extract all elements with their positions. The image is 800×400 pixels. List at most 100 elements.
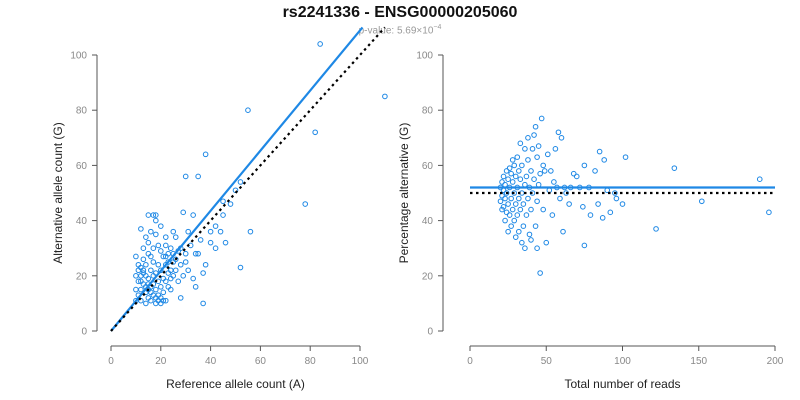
data-point (517, 140, 524, 147)
data-point (523, 173, 530, 180)
x-tick-label: 200 (767, 356, 784, 367)
data-point (522, 245, 528, 251)
data-point (546, 187, 553, 194)
data-point (140, 245, 147, 251)
data-point (500, 204, 507, 210)
data-point (535, 181, 542, 188)
data-point (153, 231, 159, 238)
data-point (506, 212, 513, 218)
data-point (511, 217, 518, 224)
data-point (158, 248, 164, 254)
data-point (503, 209, 510, 216)
data-point (540, 162, 547, 169)
data-point (766, 209, 772, 216)
data-point (555, 129, 562, 136)
data-point (525, 195, 531, 202)
data-point (202, 261, 209, 268)
data-point (227, 201, 234, 207)
data-point (177, 295, 184, 301)
data-point (172, 234, 179, 240)
data-point (185, 267, 191, 274)
data-point (499, 206, 505, 213)
data-point (162, 297, 169, 304)
x-tick-label: 60 (255, 356, 267, 367)
data-point (511, 190, 518, 196)
data-point (185, 228, 191, 235)
data-point (511, 162, 518, 169)
data-point (497, 198, 504, 205)
data-point (200, 300, 206, 307)
data-point (516, 168, 522, 174)
y-tick-label: 0 (427, 327, 433, 338)
data-point (535, 143, 542, 149)
data-point (160, 289, 167, 296)
y-tick-label: 60 (76, 161, 88, 172)
data-point (190, 212, 196, 218)
data-point (508, 195, 514, 202)
data-point (534, 154, 540, 160)
data-point (170, 228, 177, 235)
x-tick-label: 40 (205, 356, 217, 367)
data-point (382, 93, 388, 100)
p-value-exponent: −4 (433, 24, 442, 31)
data-point (195, 250, 201, 257)
data-point (538, 115, 545, 122)
chart-panel-1: 0 20 40 60 80 100 0 20 40 60 80 100 Reference allele… (51, 26, 388, 391)
data-point (317, 41, 323, 47)
data-point (508, 170, 514, 177)
data-point (528, 237, 534, 243)
data-point (212, 245, 219, 251)
data-point (570, 170, 577, 177)
data-point (502, 195, 508, 202)
data-point (143, 234, 149, 240)
x-tick-label: 150 (690, 356, 707, 367)
data-point (160, 253, 167, 260)
data-point (552, 146, 559, 152)
data-point (619, 201, 626, 207)
data-point (566, 201, 572, 207)
data-point (509, 157, 516, 163)
x-tick-label: 100 (352, 356, 369, 367)
data-point (138, 226, 144, 232)
data-point (155, 261, 162, 268)
data-point (520, 201, 527, 207)
data-point (207, 228, 214, 235)
data-point (549, 212, 556, 218)
data-point (532, 123, 539, 130)
data-point (162, 234, 169, 240)
data-point (162, 278, 169, 285)
data-point (557, 195, 563, 202)
data-point (195, 173, 201, 180)
data-point (601, 157, 608, 163)
data-point (534, 198, 540, 205)
data-point (592, 168, 598, 174)
data-point (532, 223, 539, 229)
data-point (506, 165, 513, 171)
data-point (162, 242, 169, 249)
data-point (607, 209, 614, 216)
data-point (153, 286, 159, 293)
data-point (500, 173, 507, 180)
p-value-text: p-value: 5.69×10 (358, 25, 434, 37)
x-tick-label: 100 (614, 356, 631, 367)
x-tick-label: 80 (305, 356, 317, 367)
data-point (505, 176, 511, 182)
data-point (544, 151, 551, 158)
data-point (516, 228, 522, 235)
data-point (516, 195, 522, 202)
chart-title: rs2241336 - ENSG00000205060 (282, 4, 518, 21)
data-point (580, 204, 586, 210)
data-point (177, 261, 184, 268)
data-point (245, 107, 251, 113)
data-point (756, 176, 763, 182)
x-axis-label: Total number of reads (564, 377, 680, 391)
data-point (512, 173, 519, 180)
data-point (150, 245, 157, 251)
y-tick-label: 100 (416, 51, 433, 62)
data-point (499, 192, 505, 199)
data-point (526, 231, 533, 238)
data-point (192, 250, 199, 257)
data-point (509, 206, 516, 213)
data-point (512, 201, 519, 207)
data-point (170, 273, 177, 279)
